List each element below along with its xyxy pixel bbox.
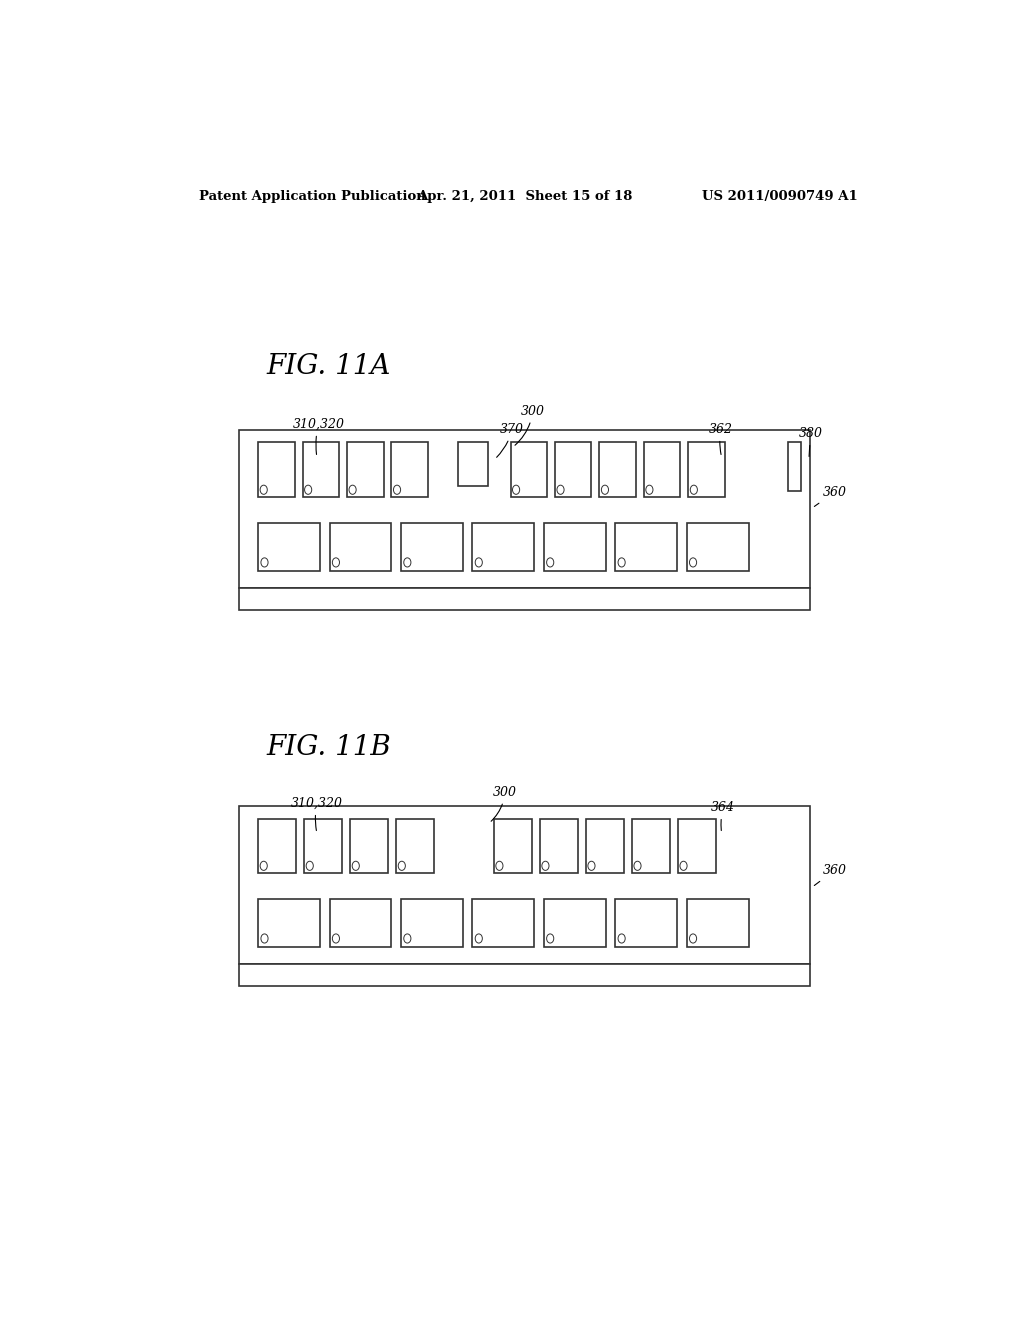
Bar — [458, 442, 488, 486]
Bar — [401, 899, 463, 946]
Bar — [494, 818, 531, 873]
Bar — [258, 818, 296, 873]
Bar — [258, 523, 321, 570]
Text: 370: 370 — [497, 422, 524, 457]
Bar — [304, 818, 342, 873]
Text: Patent Application Publication: Patent Application Publication — [200, 190, 426, 202]
Text: 380: 380 — [799, 426, 822, 457]
Text: 310,320: 310,320 — [293, 417, 344, 454]
Text: US 2011/0090749 A1: US 2011/0090749 A1 — [702, 190, 858, 202]
Bar — [401, 523, 463, 570]
Text: FIG. 11A: FIG. 11A — [267, 354, 391, 380]
Bar — [240, 807, 811, 964]
Bar — [472, 899, 535, 946]
Bar — [240, 964, 811, 986]
Bar — [688, 442, 725, 496]
Text: 360: 360 — [814, 865, 847, 886]
Bar — [472, 523, 535, 570]
Text: 360: 360 — [814, 486, 847, 507]
Bar — [396, 818, 434, 873]
Bar — [347, 442, 384, 496]
Bar — [544, 523, 606, 570]
Bar — [687, 523, 749, 570]
Bar — [330, 523, 391, 570]
Bar — [540, 818, 578, 873]
Bar — [555, 442, 592, 496]
Bar — [586, 818, 624, 873]
Bar — [544, 899, 606, 946]
Text: 310,320: 310,320 — [291, 797, 343, 830]
Bar — [615, 899, 677, 946]
Text: 300: 300 — [492, 785, 517, 821]
Bar — [678, 818, 716, 873]
Bar — [511, 442, 547, 496]
Bar — [615, 523, 677, 570]
Bar — [303, 442, 339, 496]
Bar — [240, 430, 811, 587]
Bar — [599, 442, 636, 496]
Bar — [240, 587, 811, 610]
Text: 362: 362 — [709, 422, 733, 454]
Bar — [330, 899, 391, 946]
Bar — [391, 442, 428, 496]
Bar — [687, 899, 749, 946]
Bar — [258, 442, 295, 496]
Bar — [788, 442, 801, 491]
Text: 364: 364 — [712, 801, 735, 830]
Bar — [350, 818, 388, 873]
Bar — [258, 899, 321, 946]
Bar — [632, 818, 670, 873]
Text: Apr. 21, 2011  Sheet 15 of 18: Apr. 21, 2011 Sheet 15 of 18 — [417, 190, 633, 202]
Text: 300: 300 — [515, 404, 545, 445]
Text: FIG. 11B: FIG. 11B — [267, 734, 391, 762]
Bar — [644, 442, 680, 496]
